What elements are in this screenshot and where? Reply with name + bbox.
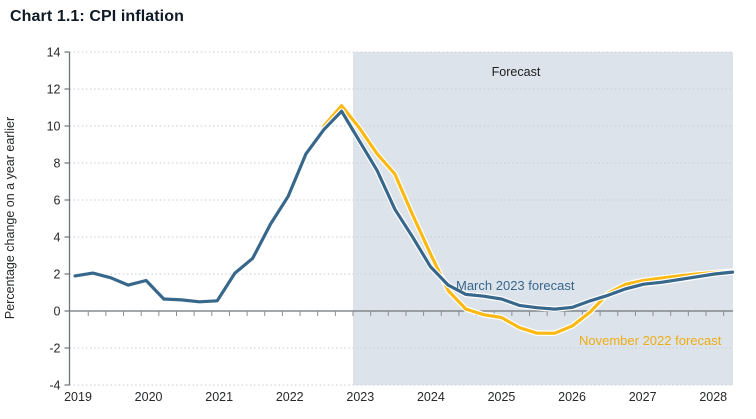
y-axis-title: Percentage change on a year earlier <box>3 117 17 319</box>
y-tick-label: 10 <box>47 119 61 133</box>
y-tick-label: 6 <box>54 193 61 207</box>
y-tick-label: 8 <box>54 156 61 170</box>
march-2023-forecast-line <box>73 109 735 311</box>
y-tick-label: 0 <box>54 304 61 318</box>
x-tick-label: 2028 <box>699 390 727 404</box>
x-tick-label: 2026 <box>558 390 586 404</box>
x-tick-label: 2023 <box>346 390 374 404</box>
y-tick-label: 2 <box>54 267 61 281</box>
x-tick-label: 2020 <box>135 390 163 404</box>
y-tick-label: -4 <box>49 378 60 392</box>
y-tick-label: 14 <box>47 45 61 59</box>
x-tick-label: 2024 <box>417 390 445 404</box>
x-tick-label: 2019 <box>64 390 92 404</box>
series-label-march-2023-forecast: March 2023 forecast <box>456 278 575 293</box>
forecast-region-label: Forecast <box>492 65 541 79</box>
x-tick-label: 2027 <box>629 390 657 404</box>
y-tick-label: 12 <box>47 82 61 96</box>
november-2022-forecast-line <box>322 104 735 335</box>
x-tick-label: 2025 <box>488 390 516 404</box>
series-label-november-2022-forecast: November 2022 forecast <box>579 333 722 348</box>
x-tick-label: 2021 <box>205 390 233 404</box>
y-tick-label: 4 <box>54 230 61 244</box>
y-tick-label: -2 <box>49 341 60 355</box>
x-tick-label: 2022 <box>276 390 304 404</box>
chart-canvas: -4 -2 0 2 4 6 8 10 12 14 2019 2020 2021 2022 2023 2024 2… <box>47 45 736 404</box>
chart-title: Chart 1.1: CPI inflation <box>10 8 184 25</box>
